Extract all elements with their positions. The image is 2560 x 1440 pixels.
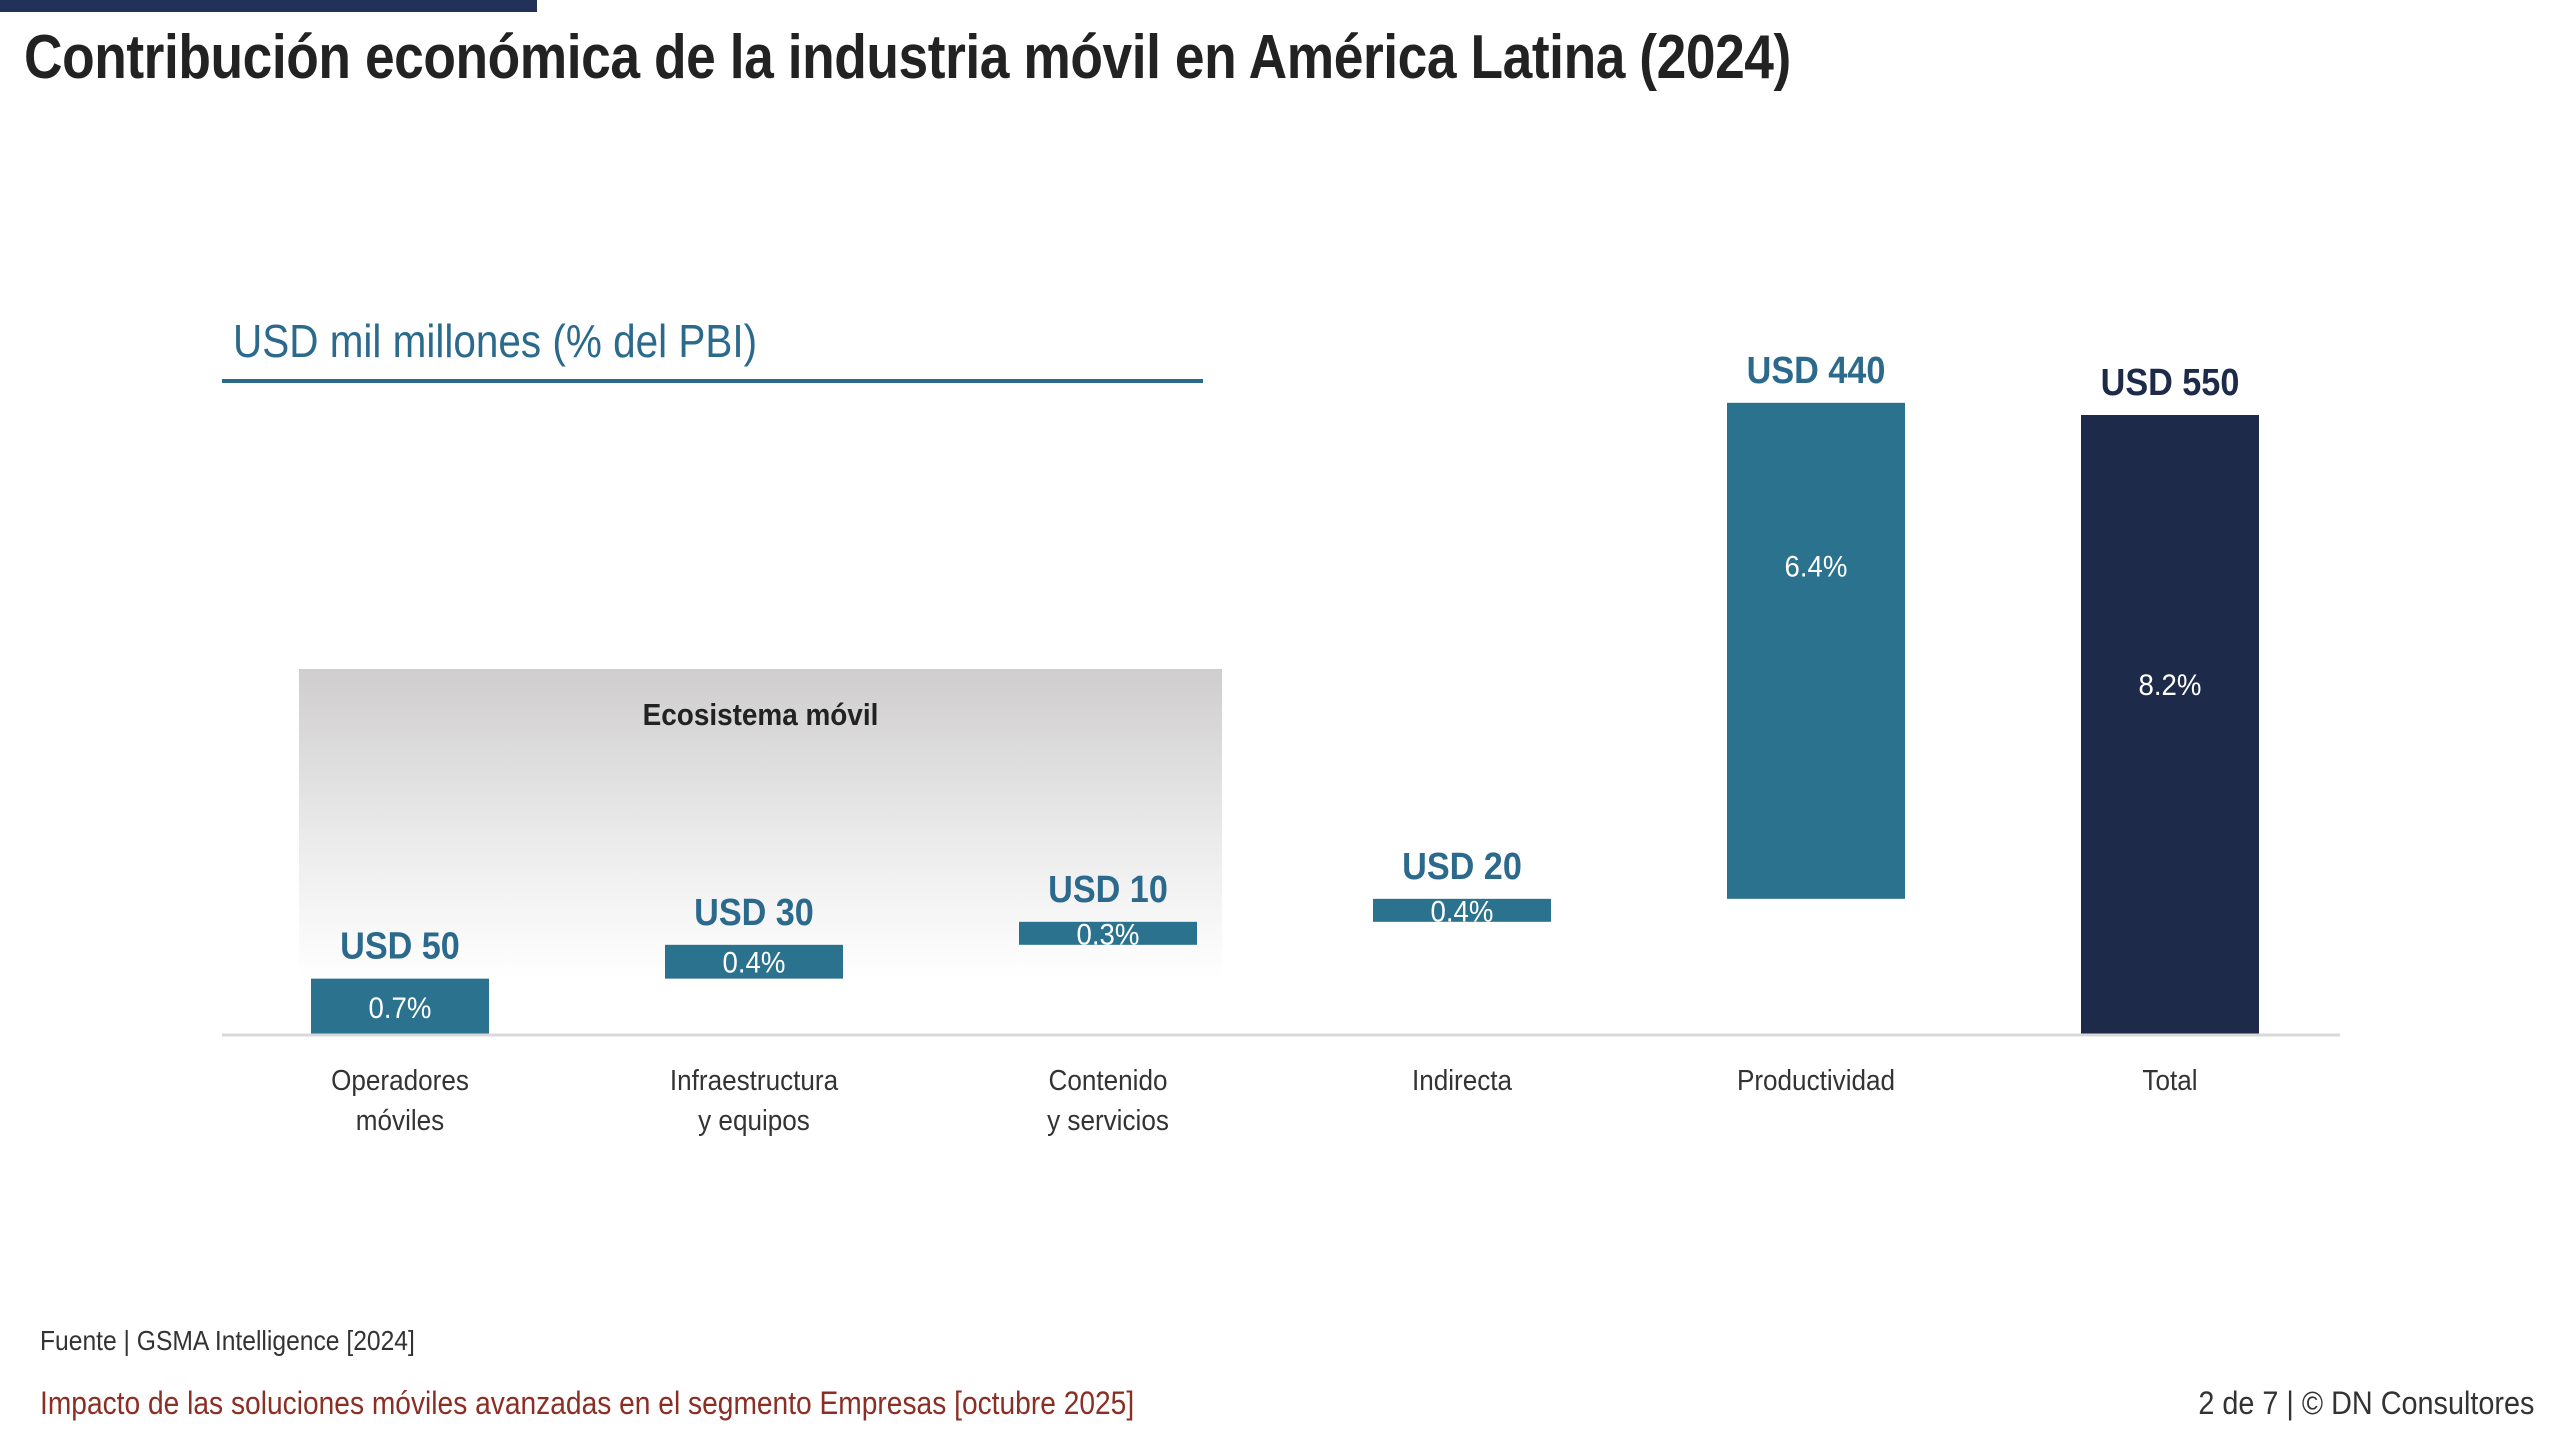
value-label-3: USD 20 xyxy=(1402,844,1522,887)
bar-3 xyxy=(1373,898,1551,922)
category-label-1: y equipos xyxy=(698,1104,810,1137)
bar-5 xyxy=(2081,415,2259,1035)
ecosystem-group-label: Ecosistema móvil xyxy=(643,698,879,733)
page-title: Contribución económica de la industria m… xyxy=(24,23,1791,92)
footer-page-number: 2 de 7 | © DN Consultores xyxy=(2197,1385,2534,1421)
category-label-0: Operadores xyxy=(331,1064,469,1097)
pct-label-1: 0.4% xyxy=(723,947,786,980)
unit-label-underline xyxy=(222,379,1203,383)
pct-label-2: 0.3% xyxy=(1077,918,1140,951)
value-label-5: USD 550 xyxy=(2101,360,2240,403)
bar-0 xyxy=(311,978,489,1035)
category-label-5: Total xyxy=(2142,1064,2197,1097)
bar-2 xyxy=(1019,921,1197,945)
pct-label-4: 6.4% xyxy=(1785,550,1848,583)
value-label-0: USD 50 xyxy=(340,924,460,967)
pct-label-3: 0.4% xyxy=(1431,895,1494,928)
pct-label-0: 0.7% xyxy=(369,992,432,1025)
bar-1 xyxy=(665,944,843,979)
bar-4 xyxy=(1727,402,1905,899)
category-label-2: Contenido xyxy=(1049,1064,1168,1097)
top-accent-bar xyxy=(0,0,537,12)
category-label-4: Productividad xyxy=(1737,1064,1895,1097)
footer-source: Fuente | GSMA Intelligence [2024] xyxy=(40,1325,415,1356)
pct-label-5: 8.2% xyxy=(2139,669,2202,702)
category-label-3: Indirecta xyxy=(1412,1064,1513,1097)
chart-unit-label: USD mil millones (% del PBI) xyxy=(233,315,758,367)
category-label-1: Infraestructura xyxy=(670,1064,839,1097)
value-label-4: USD 440 xyxy=(1747,348,1886,391)
footer-document-title: Impacto de las soluciones móviles avanza… xyxy=(40,1385,1135,1421)
value-label-1: USD 30 xyxy=(694,890,814,933)
category-label-0: móviles xyxy=(356,1104,444,1137)
category-label-2: y servicios xyxy=(1047,1104,1169,1137)
value-label-2: USD 10 xyxy=(1048,867,1168,910)
